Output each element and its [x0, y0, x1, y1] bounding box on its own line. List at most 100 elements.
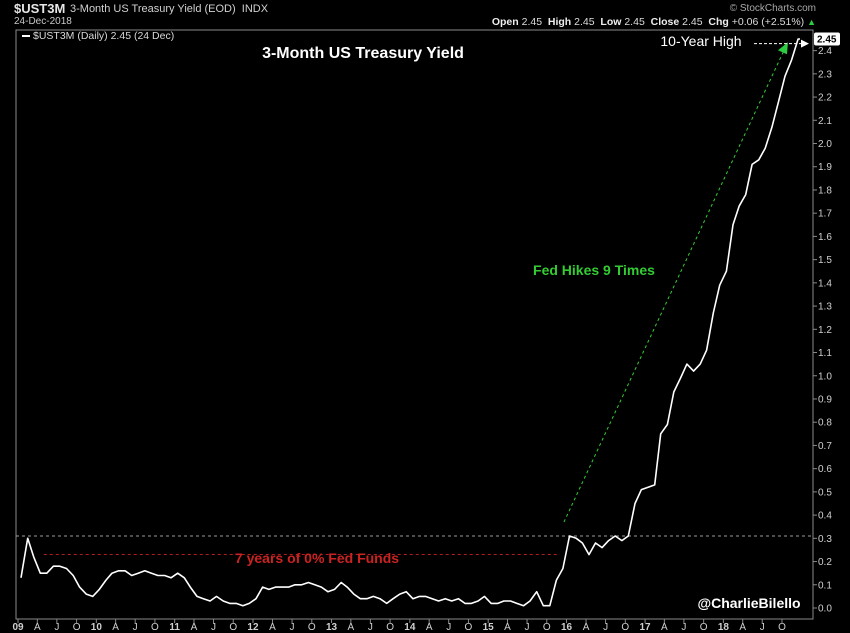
- x-month-label: A: [269, 622, 276, 633]
- y-tick-label: 0.6: [818, 464, 832, 475]
- x-month-label: J: [681, 622, 686, 633]
- exchange-label: INDX: [241, 3, 269, 15]
- x-month-label: J: [760, 622, 765, 633]
- x-month-label: O: [308, 622, 316, 633]
- y-tick-label: 0.8: [818, 418, 832, 429]
- fed-hikes-label: Fed Hikes 9 Times: [533, 262, 655, 278]
- x-month-label: O: [465, 622, 473, 633]
- yield-series-line: [20, 38, 800, 607]
- low-label: Low: [600, 16, 622, 28]
- x-year-label: 11: [169, 622, 180, 633]
- x-month-label: J: [290, 622, 295, 633]
- x-year-label: 13: [326, 622, 338, 633]
- x-month-label: A: [426, 622, 433, 633]
- x-month-label: J: [603, 622, 608, 633]
- x-year-label: 12: [247, 622, 259, 633]
- y-tick-label: 1.9: [818, 162, 832, 173]
- series-legend: $UST3M (Daily) 2.45 (24 Dec): [22, 30, 174, 42]
- y-tick-label: 1.6: [818, 232, 832, 243]
- y-tick-label: 2.2: [818, 93, 832, 104]
- y-tick-label: 0.3: [818, 534, 832, 545]
- y-tick-label: 0.5: [818, 487, 832, 498]
- zero-fed-funds-label: 7 years of 0% Fed Funds: [235, 550, 399, 566]
- high-value: 2.45: [574, 16, 595, 28]
- x-month-label: J: [525, 622, 530, 633]
- ohlc-readout: Open 2.45 High 2.45 Low 2.45 Close 2.45 …: [492, 16, 816, 28]
- open-value: 2.45: [521, 16, 543, 28]
- y-tick-label: 1.8: [818, 185, 832, 196]
- close-label: Close: [650, 16, 680, 28]
- x-month-label: O: [151, 622, 159, 633]
- x-month-label: O: [700, 622, 708, 633]
- y-tick-label: 1.0: [818, 371, 832, 382]
- y-tick-label: 2.3: [818, 69, 832, 80]
- x-month-label: A: [739, 622, 746, 633]
- y-tick-label: 1.3: [818, 302, 832, 313]
- legend-swatch: [22, 35, 30, 38]
- x-month-label: J: [54, 622, 59, 633]
- open-label: Open: [491, 16, 519, 28]
- description-text: 3-Month US Treasury Yield (EOD): [70, 3, 236, 15]
- y-tick-label: 1.1: [818, 348, 832, 359]
- last-value-box: [814, 32, 840, 46]
- x-month-label: A: [34, 622, 41, 633]
- chg-label: Chg: [708, 16, 729, 28]
- fed-hikes-arrow-icon: [777, 42, 788, 55]
- x-year-label: 15: [483, 622, 495, 633]
- y-tick-label: 0.9: [818, 394, 832, 405]
- credit-label: @CharlieBilello: [697, 595, 800, 611]
- x-year-label: 10: [91, 622, 103, 633]
- y-tick-label: 2.4: [818, 46, 832, 57]
- y-tick-label: 1.5: [818, 255, 832, 266]
- ticker-description: 3-Month US Treasury Yield (EOD) INDX: [70, 3, 268, 15]
- last-value-label: 2.45: [817, 35, 837, 46]
- x-month-label: O: [229, 622, 237, 633]
- ten-year-high-arrowhead-icon: [801, 39, 809, 48]
- y-tick-label: 0.2: [818, 557, 832, 568]
- x-month-label: J: [368, 622, 373, 633]
- y-tick-label: 2.1: [818, 116, 832, 127]
- x-month-label: J: [133, 622, 138, 633]
- x-year-label: 14: [404, 622, 416, 633]
- legend-text: $UST3M (Daily) 2.45 (24 Dec): [33, 30, 175, 42]
- x-month-label: O: [73, 622, 81, 633]
- chart-date: 24-Dec-2018: [14, 16, 72, 27]
- x-month-label: O: [386, 622, 394, 633]
- x-year-label: 16: [561, 622, 573, 633]
- last-value-badge: 2.45: [814, 32, 840, 46]
- x-month-label: A: [348, 622, 355, 633]
- y-tick-label: 0.4: [818, 511, 832, 522]
- y-tick-label: 0.1: [818, 580, 832, 591]
- y-tick-label: 2.0: [818, 139, 832, 150]
- chart-title: 3-Month US Treasury Yield: [262, 45, 464, 62]
- plot-frame: [15, 29, 814, 620]
- low-value: 2.45: [624, 16, 645, 28]
- y-tick-label: 1.2: [818, 325, 832, 336]
- y-tick-label: 1.7: [818, 209, 832, 220]
- chart-header: $UST3M 3-Month US Treasury Yield (EOD) I…: [0, 0, 850, 42]
- y-tick-label: 1.4: [818, 278, 832, 289]
- x-year-label: 09: [12, 622, 24, 633]
- high-label: High: [547, 16, 572, 28]
- y-tick-label: 0.0: [818, 604, 832, 615]
- x-month-label: J: [446, 622, 451, 633]
- fed-hikes-trend-line: [563, 48, 786, 523]
- stockcharts-brand: © StockCharts.com: [729, 3, 816, 14]
- x-month-label: A: [504, 622, 511, 633]
- x-axis: 09 A J O 10 A J O 11 A J O 12 A J O 13 A J O 14 A J O 15 A J O 16 A J O…: [12, 619, 786, 633]
- up-arrow-icon: ▲: [807, 17, 816, 27]
- x-year-label: 18: [718, 622, 730, 633]
- x-month-label: A: [191, 622, 198, 633]
- y-tick-label: 0.7: [818, 441, 832, 452]
- x-month-label: J: [211, 622, 216, 633]
- x-month-label: O: [778, 622, 786, 633]
- ten-year-high-label: 10-Year High: [660, 33, 741, 49]
- ticker-symbol: $UST3M: [14, 1, 66, 16]
- y-axis: 0.0 0.1 0.2 0.3 0.4 0.5 0.6 0.7 0.8 0.9 1.0 1.1 1.2 1…: [813, 46, 832, 615]
- x-month-label: O: [543, 622, 551, 633]
- chg-value: +0.06 (+2.51%): [731, 16, 805, 28]
- x-year-label: 17: [639, 622, 651, 633]
- x-month-label: O: [621, 622, 629, 633]
- x-month-label: A: [661, 622, 668, 633]
